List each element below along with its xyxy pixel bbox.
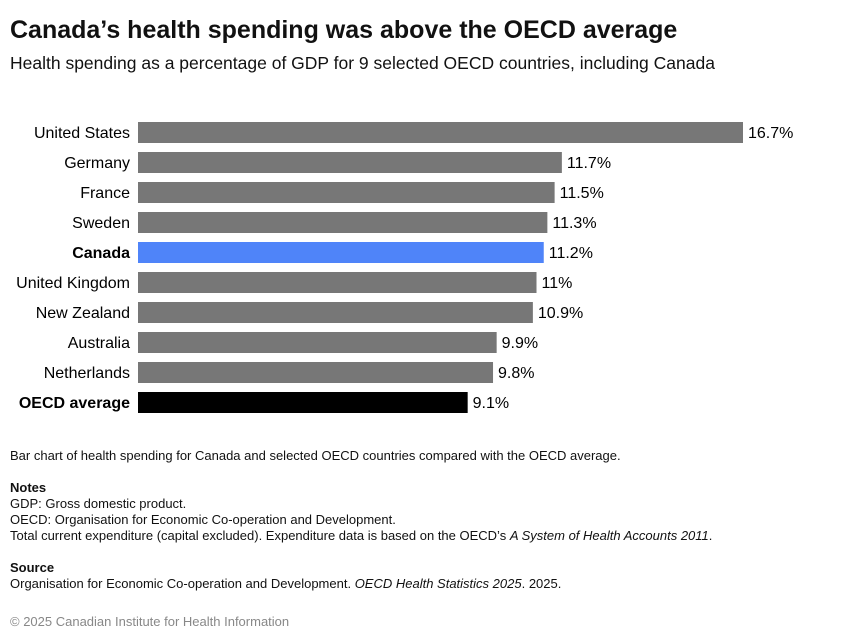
source-italic: OECD Health Statistics 2025 — [354, 576, 522, 591]
bar — [138, 332, 497, 353]
chart-subtitle: Health spending as a percentage of GDP f… — [10, 53, 715, 73]
notes-heading: Notes — [10, 480, 47, 495]
source-start: Organisation for Economic Co-operation a… — [10, 576, 355, 591]
value-label: 11.2% — [549, 245, 593, 262]
bar — [138, 272, 537, 293]
bar — [138, 122, 743, 143]
note-text: Total current expenditure (capital exclu… — [10, 528, 510, 543]
source-text: Organisation for Economic Co-operation a… — [10, 576, 561, 592]
bar — [138, 152, 562, 173]
note-end: . — [708, 528, 713, 543]
value-label: 11.7% — [567, 155, 611, 172]
chart-title: Canada’s health spending was above the O… — [10, 16, 678, 44]
category-label: New Zealand — [36, 305, 130, 322]
alt-text: Bar chart of health spending for Canada … — [10, 448, 621, 463]
bar — [138, 392, 468, 413]
note-oecd: OECD: Organisation for Economic Co-opera… — [10, 512, 396, 527]
category-label: Australia — [68, 335, 130, 352]
category-label: Netherlands — [44, 365, 130, 382]
note-expenditure: Total current expenditure (capital exclu… — [10, 528, 712, 544]
source-end: . 2025. — [521, 576, 562, 591]
category-label: France — [80, 185, 130, 202]
value-label: 11% — [542, 275, 573, 292]
value-label: 9.9% — [502, 335, 538, 352]
category-label: Germany — [64, 155, 130, 172]
note-italic: A System of Health Accounts 2011 — [509, 528, 709, 543]
source-heading: Source — [10, 560, 55, 575]
bar — [138, 182, 555, 203]
category-label: United States — [34, 125, 130, 142]
category-label: OECD average — [19, 395, 130, 412]
value-label: 11.5% — [560, 185, 604, 202]
value-label: 10.9% — [538, 305, 583, 322]
note-gdp: GDP: Gross domestic product. — [10, 496, 187, 511]
category-label: United Kingdom — [16, 275, 130, 292]
bar — [138, 242, 544, 263]
copyright: © 2025 Canadian Institute for Health Inf… — [10, 614, 290, 629]
bar — [138, 302, 533, 323]
value-label: 9.1% — [473, 395, 509, 412]
category-label: Sweden — [72, 215, 130, 232]
bar — [138, 362, 494, 383]
bar-chart: United States 16.7% Germany 11.7% France 11.5… — [16, 122, 793, 413]
value-label: 16.7% — [748, 125, 793, 142]
value-label: 11.3% — [552, 215, 596, 232]
bar — [138, 212, 548, 233]
value-label: 9.8% — [498, 365, 534, 382]
category-label: Canada — [72, 245, 130, 262]
